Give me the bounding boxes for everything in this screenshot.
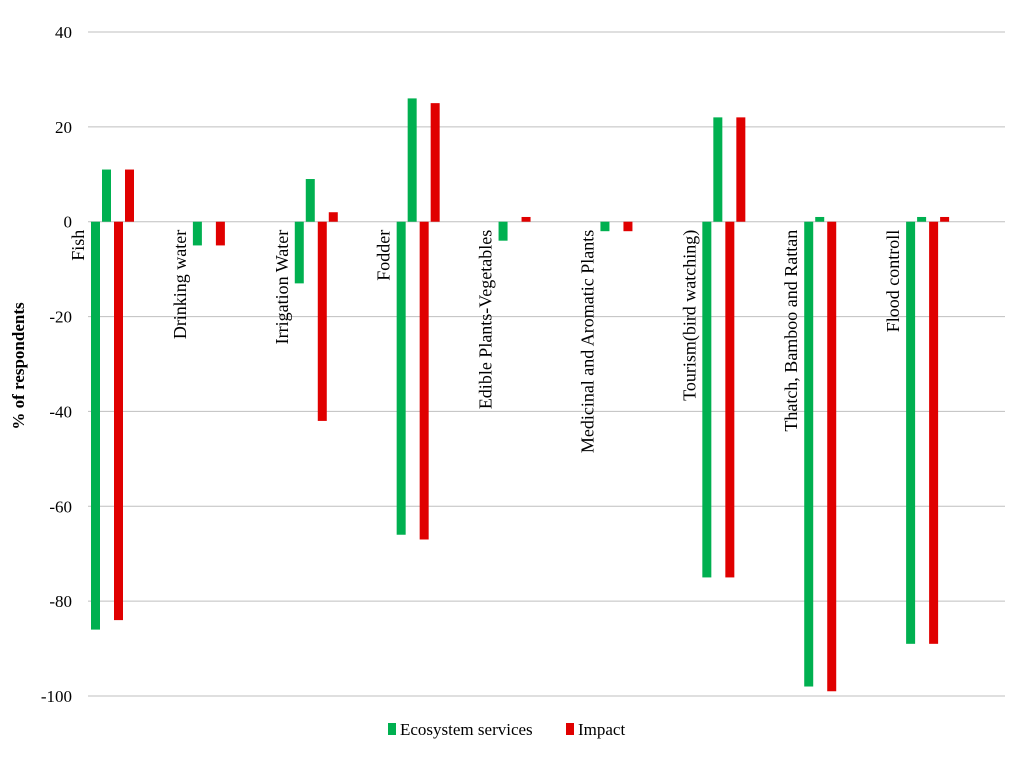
ecosystem-services-bar	[804, 221, 814, 687]
legend: Ecosystem services Impact	[388, 720, 625, 739]
category-label: Flood controll	[883, 230, 903, 333]
y-tick-label: 40	[55, 23, 72, 42]
ecosystem-services-bar	[305, 179, 315, 222]
ecosystem-services-bar	[702, 221, 712, 578]
impact-bar	[940, 216, 950, 222]
legend-swatch	[566, 723, 574, 735]
impact-bar	[827, 221, 837, 692]
ecosystem-services-bar	[815, 216, 825, 222]
impact-bar	[215, 221, 225, 246]
impact-bar	[419, 221, 429, 540]
y-tick-label: 20	[55, 118, 72, 137]
gridlines	[88, 31, 1005, 697]
impact-bar	[328, 212, 338, 222]
legend-swatch	[388, 723, 396, 735]
y-axis-label: % of respondents	[9, 302, 28, 430]
ecosystem-services-bar	[407, 98, 417, 222]
y-tick-label: -40	[49, 402, 72, 421]
ecosystem-services-bar	[917, 216, 927, 222]
ecosystem-services-bar	[498, 221, 508, 241]
legend-label: Impact	[578, 720, 625, 739]
bars	[91, 98, 950, 692]
impact-bar	[125, 169, 134, 222]
y-tick-label: -60	[49, 497, 72, 516]
category-label: Fodder	[374, 230, 394, 281]
category-label: Medicinal and Aromatic Plants	[577, 230, 597, 453]
ecosystem-services-bar	[600, 221, 610, 232]
ecosystem-services-bar	[906, 221, 916, 644]
impact-bar	[317, 221, 327, 421]
ecosystem-services-bar	[396, 221, 406, 535]
category-label: Tourism(bird watching)	[679, 230, 700, 401]
impact-bar	[736, 117, 746, 222]
y-tick-label: -80	[49, 592, 72, 611]
impact-bar	[623, 221, 633, 232]
ecosystem-services-bar	[294, 221, 304, 284]
y-tick-label: -20	[49, 308, 72, 327]
category-label: Drinking water	[170, 230, 190, 339]
category-label: Thatch, Bamboo and Rattan	[781, 230, 801, 432]
y-tick-label: -100	[41, 687, 72, 706]
y-axis-ticks: 40 20 0 -20 -40 -60 -80 -100	[41, 23, 72, 706]
category-label: Fish	[68, 230, 88, 261]
ecosystem-services-bar	[102, 169, 111, 222]
category-labels: Fish Drinking water Irrigation Water Fodder…	[68, 230, 903, 453]
ecosystem-services-bar	[713, 117, 723, 222]
impact-bar	[929, 221, 939, 644]
ecosystem-services-bar	[91, 221, 100, 630]
impact-bar	[114, 221, 123, 621]
legend-label: Ecosystem services	[400, 720, 533, 739]
impact-bar	[725, 221, 735, 578]
impact-bar	[430, 103, 440, 222]
y-tick-label: 0	[64, 213, 73, 232]
category-label: Edible Plants-Vegetables	[476, 230, 496, 409]
impact-bar	[521, 216, 531, 222]
ecosystem-services-bar	[192, 221, 202, 246]
category-label: Irrigation Water	[272, 230, 292, 345]
